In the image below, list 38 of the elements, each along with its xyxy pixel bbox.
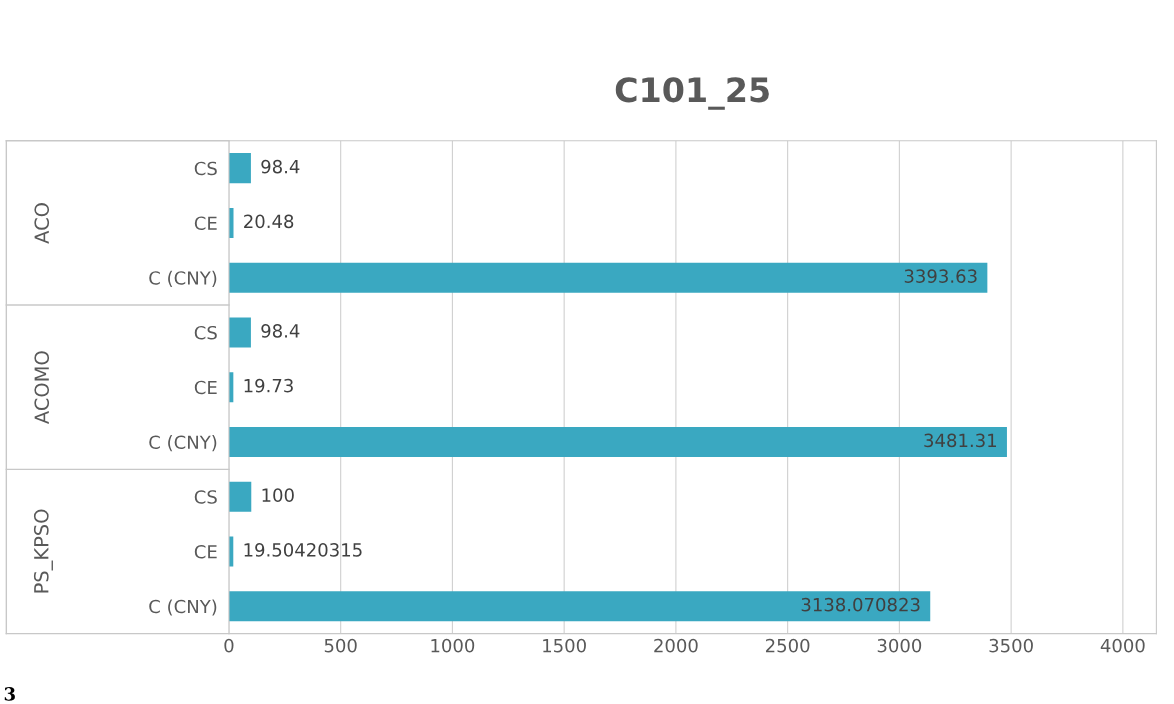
- y-tick-label: CE: [194, 544, 217, 559]
- y-tick-label: C (CNY): [149, 435, 217, 452]
- bar: [228, 481, 252, 512]
- bar: [228, 426, 1007, 458]
- data-label: 3138.070823: [801, 597, 920, 612]
- chart-title: C101_25: [615, 77, 769, 110]
- bar: [228, 262, 988, 293]
- data-label: 100: [262, 488, 294, 502]
- x-tick-label: 500: [324, 638, 357, 653]
- y-tick-label: CS: [194, 161, 217, 176]
- text: PS_KPSO: [33, 509, 53, 593]
- data-label: 98.4: [261, 324, 300, 338]
- x-tick-label: 4000: [1100, 638, 1145, 653]
- data-label: 20.48: [244, 214, 294, 229]
- data-label: 98.4: [261, 159, 300, 174]
- data-label: 19.73: [244, 378, 293, 393]
- y-tick-label: CE: [194, 216, 217, 231]
- x-tick-label: 1500: [543, 638, 586, 653]
- text: ACO: [34, 203, 50, 244]
- x-tick-label: 3000: [877, 638, 922, 653]
- y-tick-label: CS: [194, 325, 217, 340]
- data-label: 19.50420315: [244, 543, 362, 557]
- y-tick-label: C (CNY): [149, 599, 217, 616]
- text: ACOMO: [34, 351, 50, 425]
- x-tick-label: 2000: [654, 638, 698, 653]
- data-label: 3393.63: [904, 269, 977, 283]
- x-tick-label: 1000: [431, 638, 475, 653]
- bar: [228, 153, 251, 184]
- x-tick-label: 0: [224, 638, 234, 653]
- bar: [228, 591, 931, 622]
- y-tick-label: CS: [194, 490, 217, 504]
- y-tick-label: CE: [194, 380, 217, 395]
- data-label: 3481.31: [924, 433, 997, 448]
- x-tick-label: 2500: [765, 638, 810, 653]
- y-tick-label: C (CNY): [149, 270, 217, 287]
- bar: [228, 317, 251, 348]
- text: 3: [4, 687, 15, 701]
- x-tick-label: 3500: [989, 638, 1033, 653]
